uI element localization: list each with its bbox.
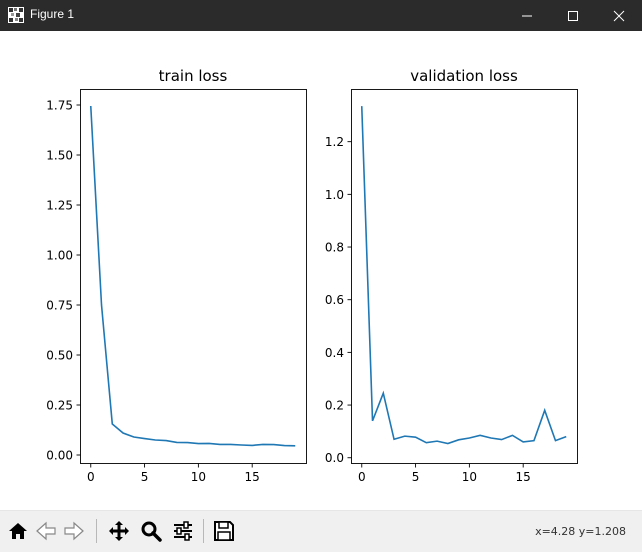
x-tick-label: 5 (412, 470, 420, 484)
cursor-coordinates: x=4.28 y=1.208 (535, 525, 626, 538)
figure-app-icon (8, 7, 24, 23)
x-tick-label: 15 (516, 470, 531, 484)
y-tick-label: 1.00 (46, 249, 73, 263)
maximize-icon (568, 11, 578, 21)
minimize-button[interactable] (504, 0, 550, 31)
close-icon (613, 10, 625, 22)
save-floppy-icon (214, 521, 234, 541)
y-tick-label: 1.0 (325, 188, 344, 202)
y-tick-label: 0.25 (46, 399, 73, 413)
x-tick-label: 0 (358, 470, 366, 484)
forward-button[interactable] (61, 517, 87, 545)
save-button[interactable] (211, 517, 237, 545)
maximize-button[interactable] (550, 0, 596, 31)
minimize-icon (522, 15, 532, 17)
x-tick-label: 15 (245, 470, 260, 484)
zoom-button[interactable] (138, 517, 164, 545)
x-tick-label: 10 (462, 470, 477, 484)
axes-frame (80, 89, 307, 464)
home-button[interactable] (5, 517, 31, 545)
pan-button[interactable] (106, 517, 132, 545)
back-button[interactable] (33, 517, 59, 545)
y-tick-label: 0.8 (325, 241, 344, 255)
zoom-magnifier-icon (141, 521, 162, 542)
y-tick-label: 0.75 (46, 299, 73, 313)
forward-arrow-icon (64, 521, 84, 541)
y-tick-label: 0.50 (46, 349, 73, 363)
toolbar-separator (96, 519, 97, 543)
pan-move-icon (109, 521, 129, 541)
x-tick-label: 10 (191, 470, 206, 484)
y-tick-label: 0.2 (325, 399, 344, 413)
y-tick-label: 0.6 (325, 293, 344, 307)
x-tick-label: 0 (87, 470, 95, 484)
close-button[interactable] (596, 0, 642, 31)
toolbar-separator (203, 519, 204, 543)
back-arrow-icon (36, 521, 56, 541)
navigation-toolbar: x=4.28 y=1.208 (0, 510, 642, 552)
series-line (360, 106, 567, 445)
y-tick-label: 0.0 (325, 451, 344, 465)
subplot-1[interactable]: 0 5 10 15 0.00 0.25 0.50 0.75 1.00 1.25 1.50 1.75 tr… (46, 67, 307, 484)
window-titlebar[interactable]: Figure 1 (0, 0, 642, 31)
y-tick-label: 1.25 (46, 199, 73, 213)
subplot-2[interactable]: 0 5 10 15 0.0 0.2 0.4 0.6 0.8 1.0 1.2 validation lo… (325, 67, 578, 484)
subplot-title: train loss (159, 67, 228, 85)
axes-frame (351, 89, 578, 464)
y-tick-label: 1.50 (46, 149, 73, 163)
figure-canvas[interactable]: 0 5 10 15 0.00 0.25 0.50 0.75 1.00 1.25 1.50 1.75 tr… (0, 31, 642, 510)
configure-subplots-button[interactable] (170, 517, 196, 545)
sliders-icon (174, 521, 192, 541)
x-tick-label: 5 (141, 470, 149, 484)
y-tick-label: 1.2 (325, 135, 344, 149)
figure-svg: 0 5 10 150.000.250.500.751.001.251.501.75tr… (46, 67, 578, 484)
subplot-title: validation loss (410, 67, 518, 85)
y-tick-label: 0.00 (46, 449, 73, 463)
series-line (89, 105, 296, 447)
y-tick-label: 1.75 (46, 99, 73, 113)
window-title: Figure 1 (30, 7, 75, 21)
home-icon (9, 523, 27, 539)
y-tick-label: 0.4 (325, 346, 344, 360)
